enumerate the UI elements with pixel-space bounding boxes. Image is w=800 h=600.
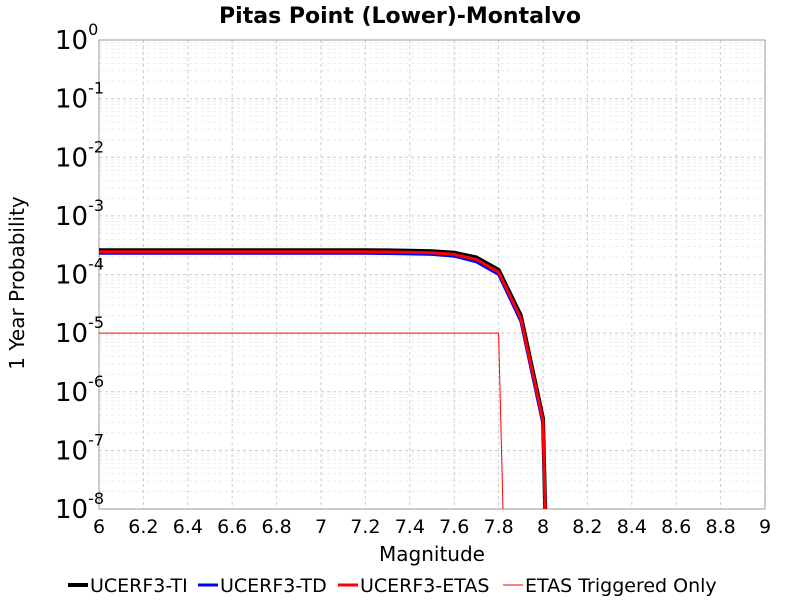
x-tick-label: 6.6 <box>217 516 247 538</box>
x-tick-label: 6 <box>93 516 105 538</box>
x-tick-label: 6.2 <box>128 516 158 538</box>
x-tick-label: 7.4 <box>395 516 425 538</box>
x-tick-label: 8.6 <box>661 516 691 538</box>
y-tick-label: 10-4 <box>55 255 104 291</box>
plot-area-border <box>98 39 766 510</box>
legend-label-ucerf3-ti: UCERF3-TI <box>90 575 188 597</box>
x-tick-label: 9 <box>759 516 771 538</box>
x-tick-label: 8.2 <box>572 516 602 538</box>
x-tick-label: 7.6 <box>439 516 469 538</box>
y-tick-label: 10-6 <box>55 372 104 408</box>
y-tick-label: 100 <box>55 20 98 56</box>
x-tick-label: 6.4 <box>173 516 203 538</box>
x-tick-label: 8 <box>537 516 549 538</box>
y-axis-ticks: 100 10-1 10-2 10-3 10-4 10-5 10-6 10-7 10-8 <box>55 20 104 525</box>
y-axis-label: 1 Year Probability <box>5 196 29 370</box>
x-axis-ticks: 6 6.2 6.4 6.6 6.8 7 7.2 7.4 7.6 7.8 8 8.2 8.4 8.6 8.8 9 <box>93 516 771 538</box>
legend-label-ucerf3-td: UCERF3-TD <box>220 575 327 597</box>
series-line-ucerf3-etas <box>99 250 547 510</box>
y-tick-label: 10-5 <box>55 313 104 349</box>
legend-label-ucerf3-etas: UCERF3-ETAS <box>360 575 489 597</box>
x-tick-label: 8.8 <box>705 516 735 538</box>
grid-lines <box>98 39 766 510</box>
x-tick-label: 7 <box>315 516 327 538</box>
y-tick-label: 10-1 <box>55 79 104 115</box>
legend: UCERF3-TI UCERF3-TD UCERF3-ETAS ETAS Trigge… <box>68 575 717 597</box>
x-tick-label: 7.8 <box>483 516 513 538</box>
series-layer <box>99 248 548 510</box>
y-tick-label: 10-8 <box>55 489 104 525</box>
y-tick-label: 10-7 <box>55 430 104 466</box>
x-tick-label: 6.8 <box>261 516 291 538</box>
series-line-ucerf3-td <box>99 251 547 510</box>
legend-label-etas-triggered-only: ETAS Triggered Only <box>525 575 717 597</box>
x-tick-label: 7.2 <box>350 516 380 538</box>
series-line-etas-triggered-only <box>99 332 504 510</box>
y-tick-label: 10-2 <box>55 137 104 173</box>
x-axis-label: Magnitude <box>379 542 485 566</box>
x-tick-label: 8.4 <box>617 516 647 538</box>
y-tick-label: 10-3 <box>55 196 104 232</box>
chart-title: Pitas Point (Lower)-Montalvo <box>219 4 581 29</box>
